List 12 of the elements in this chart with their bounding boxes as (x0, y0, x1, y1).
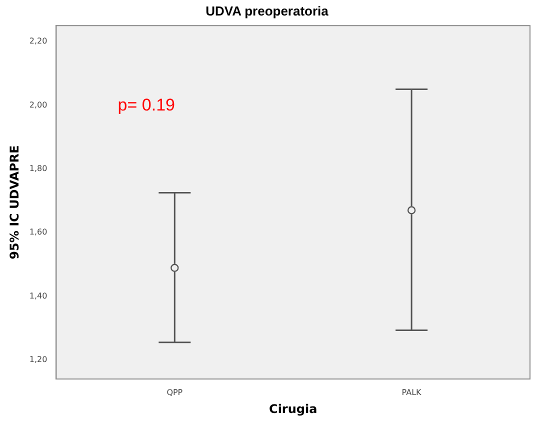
y-tick-label: 2,00 (29, 100, 48, 110)
x-tick-label: PALK (402, 388, 422, 397)
chart-title: UDVA preoperatoria (206, 3, 330, 18)
x-axis-title: Cirugia (269, 402, 318, 416)
y-axis-title: 95% IC UDVAPRE (7, 145, 22, 260)
y-tick-label: 1,60 (29, 228, 48, 237)
y-tick-label: 1,40 (29, 291, 48, 300)
y-tick-label: 1,80 (29, 164, 48, 173)
x-tick-label: QPP (166, 388, 183, 397)
y-tick-label: 1,20 (29, 354, 48, 364)
annotation: p= 0.19 (118, 95, 176, 114)
y-tick-label: 2,20 (29, 36, 48, 46)
